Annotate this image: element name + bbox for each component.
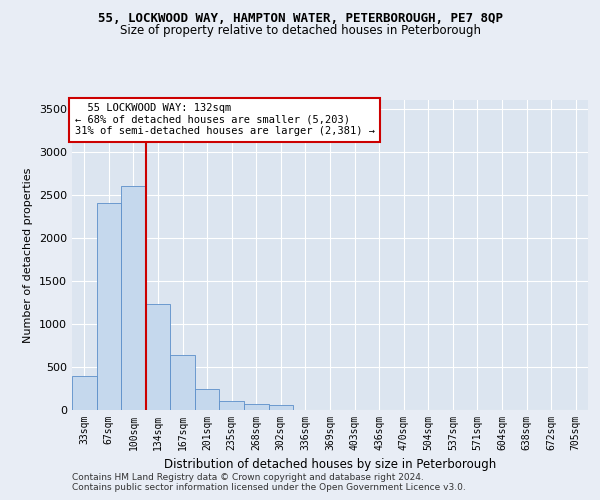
- Text: 55, LOCKWOOD WAY, HAMPTON WATER, PETERBOROUGH, PE7 8QP: 55, LOCKWOOD WAY, HAMPTON WATER, PETERBO…: [97, 12, 503, 26]
- Bar: [170, 355, 195, 410]
- Bar: [146, 304, 170, 410]
- Text: Contains HM Land Registry data © Crown copyright and database right 2024.: Contains HM Land Registry data © Crown c…: [72, 474, 424, 482]
- Text: Size of property relative to detached houses in Peterborough: Size of property relative to detached ho…: [119, 24, 481, 37]
- Bar: [195, 390, 220, 410]
- X-axis label: Distribution of detached houses by size in Peterborough: Distribution of detached houses by size …: [164, 458, 496, 471]
- Y-axis label: Number of detached properties: Number of detached properties: [23, 168, 34, 342]
- Bar: [72, 376, 97, 410]
- Bar: [220, 400, 244, 410]
- Bar: [97, 204, 121, 410]
- Bar: [244, 404, 269, 410]
- Bar: [269, 405, 293, 410]
- Text: 55 LOCKWOOD WAY: 132sqm  
← 68% of detached houses are smaller (5,203)
31% of se: 55 LOCKWOOD WAY: 132sqm ← 68% of detache…: [74, 103, 374, 136]
- Bar: [121, 186, 146, 410]
- Text: Contains public sector information licensed under the Open Government Licence v3: Contains public sector information licen…: [72, 484, 466, 492]
